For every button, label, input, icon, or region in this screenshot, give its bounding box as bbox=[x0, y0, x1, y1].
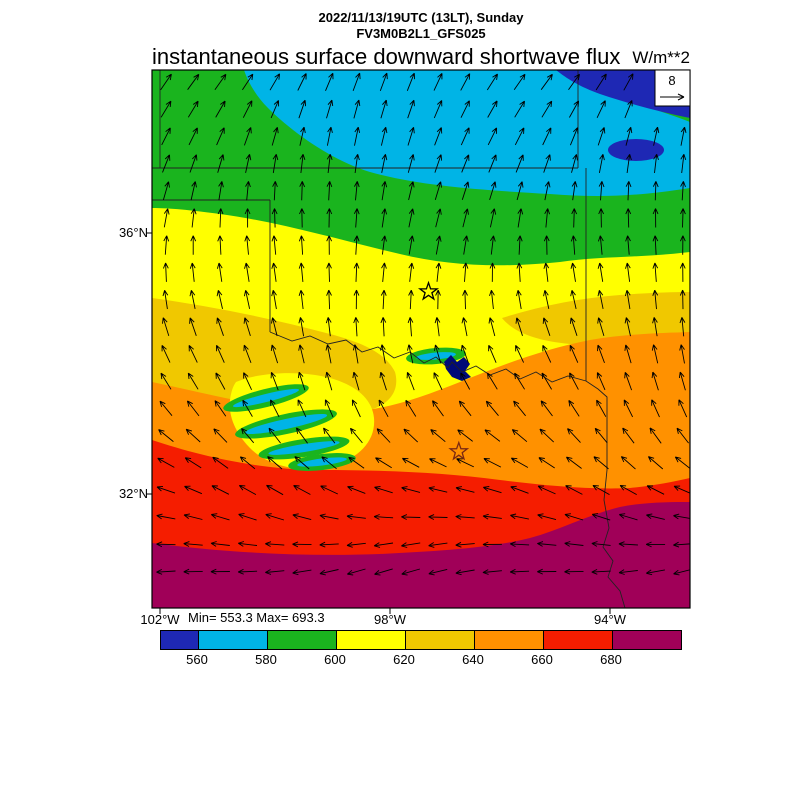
colorbar-tick-label: 600 bbox=[324, 652, 346, 667]
city-star-marker bbox=[417, 280, 440, 301]
lon-tick-102w: 102°W bbox=[140, 612, 180, 627]
city-markers bbox=[417, 280, 470, 461]
colorbar-tick-label: 640 bbox=[462, 652, 484, 667]
model-name-line: FV3M0B2L1_GFS025 bbox=[356, 26, 486, 41]
colorbar-segment bbox=[473, 631, 543, 649]
cloud-streak bbox=[288, 453, 356, 471]
state-borders bbox=[152, 70, 626, 608]
min-max-stats: Min= 553.3 Max= 693.3 bbox=[188, 610, 325, 625]
colorbar-tick-label: 580 bbox=[255, 652, 277, 667]
units-label: W/m**2 bbox=[632, 48, 690, 67]
red-river bbox=[269, 331, 587, 383]
cloud-streak bbox=[258, 436, 350, 460]
colorbar-tick-label: 620 bbox=[393, 652, 415, 667]
wind-arrow-field bbox=[156, 72, 690, 576]
colorbar-segment bbox=[266, 631, 336, 649]
cloud-streak bbox=[223, 384, 309, 412]
colorbar-segment bbox=[161, 631, 198, 649]
colorbar-tick-label: 660 bbox=[531, 652, 553, 667]
lon-tick-98w: 98°W bbox=[374, 612, 406, 627]
city-star-marker bbox=[448, 440, 470, 461]
datetime-line: 2022/11/13/19UTC (13LT), Sunday bbox=[318, 10, 524, 25]
lat-tick-36n: 36°N bbox=[118, 225, 148, 240]
axis-tick-marks bbox=[146, 232, 611, 614]
colorbar-segment bbox=[404, 631, 474, 649]
plot-title: instantaneous surface downward shortwave… bbox=[152, 44, 621, 69]
colorbar-tick-labels: 560 580 600 620 640 660 680 bbox=[0, 652, 800, 668]
reference-vector-box: 8 bbox=[654, 69, 691, 107]
colorbar-segment bbox=[611, 631, 682, 649]
colorbar-tick-label: 680 bbox=[600, 652, 622, 667]
map-frame bbox=[151, 69, 691, 609]
colorbar bbox=[160, 630, 682, 650]
cloud-streak bbox=[235, 409, 337, 439]
colorbar-segment bbox=[335, 631, 405, 649]
reference-vector-value: 8 bbox=[668, 73, 675, 88]
reference-vector-arrow bbox=[660, 93, 685, 101]
colorbar-tick-label: 560 bbox=[186, 652, 208, 667]
lon-tick-94w: 94°W bbox=[594, 612, 626, 627]
flux-band-above-680 bbox=[152, 502, 690, 608]
colorbar-segment bbox=[542, 631, 612, 649]
lat-tick-32n: 32°N bbox=[118, 486, 148, 501]
colorbar-segment bbox=[197, 631, 267, 649]
flux-pocket-below-560 bbox=[608, 139, 664, 161]
flux-field bbox=[152, 70, 690, 608]
